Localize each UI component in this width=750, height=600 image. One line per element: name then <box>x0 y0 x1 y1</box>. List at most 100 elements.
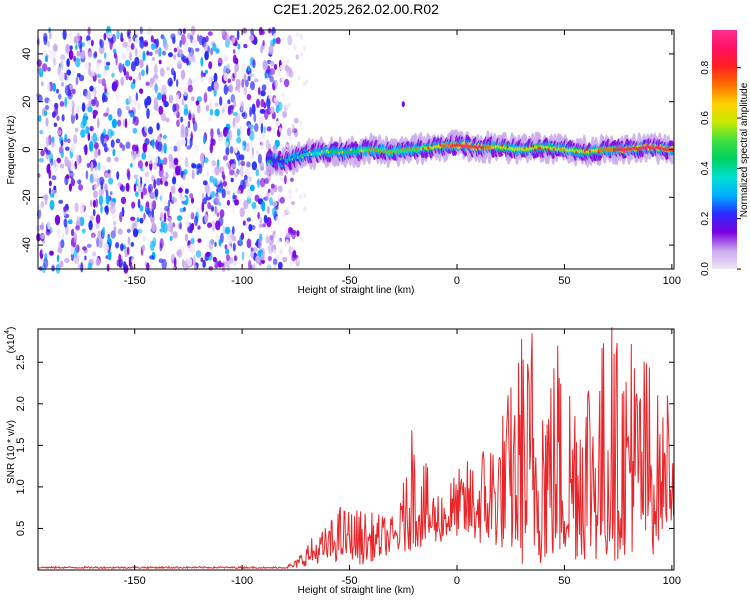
noise-point <box>144 171 149 178</box>
noise-point <box>183 86 188 97</box>
noise-point <box>276 209 280 215</box>
noise-point <box>209 143 213 154</box>
noise-point <box>299 194 303 200</box>
noise-point <box>246 93 252 101</box>
x-tick-label: 100 <box>663 575 681 587</box>
noise-point <box>279 196 285 204</box>
noise-point <box>228 129 233 141</box>
noise-point <box>92 199 96 208</box>
noise-point <box>296 257 300 263</box>
noise-point <box>62 29 67 40</box>
noise-point <box>117 119 122 127</box>
noise-point <box>246 238 252 249</box>
noise-point <box>177 140 183 148</box>
y-tick-label: 0 <box>21 146 33 152</box>
noise-point <box>187 120 191 129</box>
noise-point <box>167 221 173 232</box>
noise-point <box>200 70 204 78</box>
noise-point <box>38 115 42 122</box>
noise-point <box>175 94 179 103</box>
noise-point <box>36 59 42 67</box>
noise-point <box>115 241 120 249</box>
noise-point <box>137 198 141 209</box>
noise-point <box>272 258 278 266</box>
noise-point <box>223 127 228 137</box>
snr-y-label: SNR (10 * v/v) <box>6 420 17 484</box>
noise-point <box>64 96 68 108</box>
noise-point <box>206 170 209 177</box>
noise-point <box>93 171 99 182</box>
noise-point <box>255 168 260 177</box>
noise-point <box>259 161 264 172</box>
x-tick-label: -50 <box>342 275 358 287</box>
noise-point <box>73 255 80 265</box>
noise-point <box>190 197 194 204</box>
noise-point <box>38 157 44 163</box>
noise-point <box>251 147 255 156</box>
noise-point <box>100 204 103 214</box>
noise-point <box>240 179 245 189</box>
noise-point <box>92 132 98 144</box>
noise-point <box>209 175 214 183</box>
snr-frame <box>37 328 675 571</box>
noise-point <box>129 112 135 118</box>
noise-point <box>181 98 185 106</box>
noise-point <box>215 48 220 54</box>
noise-point <box>203 42 208 52</box>
noise-point <box>75 76 79 86</box>
noise-point <box>304 79 308 85</box>
noise-point <box>127 31 131 37</box>
noise-point <box>104 172 109 178</box>
noise-point <box>44 194 48 206</box>
noise-point <box>201 192 205 200</box>
noise-point <box>269 106 275 115</box>
noise-point <box>184 188 189 195</box>
noise-point <box>229 146 234 154</box>
noise-point <box>273 32 277 38</box>
noise-point <box>142 187 148 196</box>
noise-point <box>191 222 195 231</box>
noise-point <box>267 255 272 262</box>
noise-point <box>232 260 237 265</box>
noise-point <box>98 194 104 206</box>
noise-point <box>208 61 213 70</box>
noise-point <box>256 149 259 156</box>
noise-point <box>157 92 162 101</box>
noise-point <box>224 141 229 148</box>
noise-point <box>302 81 306 87</box>
noise-point <box>133 183 137 192</box>
noise-point <box>260 251 265 261</box>
noise-point <box>286 143 289 149</box>
noise-point <box>242 59 246 68</box>
noise-point <box>275 120 281 127</box>
noise-point <box>176 215 183 221</box>
noise-point <box>198 164 203 174</box>
noise-point <box>236 150 241 161</box>
noise-point <box>168 159 173 170</box>
noise-point <box>110 139 115 149</box>
noise-point <box>160 212 164 219</box>
noise-point <box>98 79 103 84</box>
noise-point <box>103 128 107 136</box>
noise-point <box>126 168 130 178</box>
noise-point <box>266 217 272 228</box>
noise-point <box>216 233 219 243</box>
noise-point <box>64 178 69 184</box>
noise-point <box>110 204 116 215</box>
noise-point <box>62 142 68 147</box>
snr-exponent: (x104) <box>4 327 17 354</box>
noise-point <box>266 205 270 214</box>
noise-point <box>297 75 301 81</box>
noise-point <box>222 180 227 187</box>
noise-point <box>227 99 231 105</box>
noise-point <box>97 73 101 79</box>
noise-point <box>73 233 78 243</box>
noise-point <box>130 242 135 247</box>
noise-point <box>60 81 65 87</box>
noise-point <box>225 248 230 255</box>
noise-point <box>91 99 96 107</box>
noise-point <box>156 122 160 131</box>
noise-point <box>88 220 93 231</box>
noise-point <box>163 142 167 154</box>
